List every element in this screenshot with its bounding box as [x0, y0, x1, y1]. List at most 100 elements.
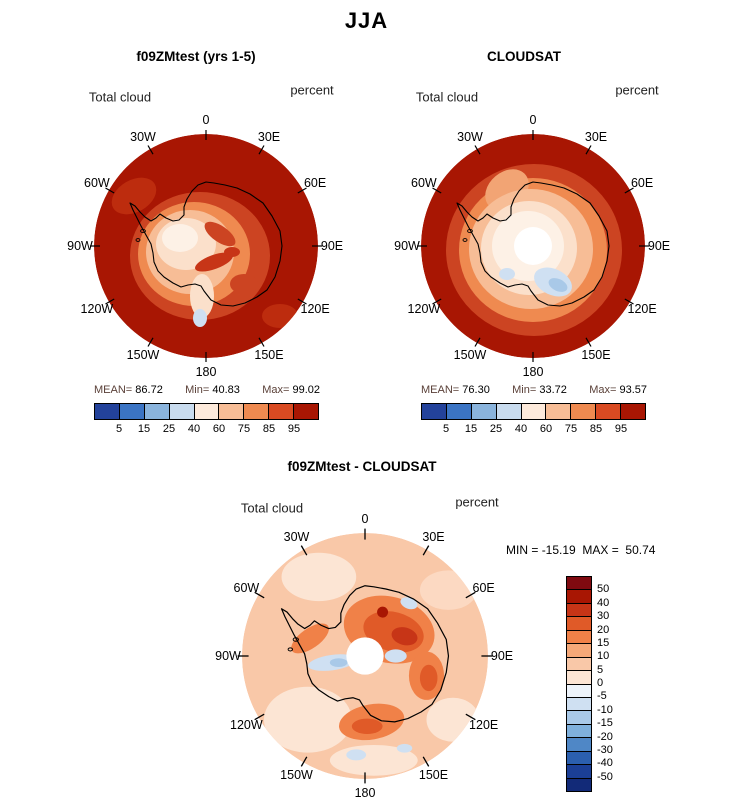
colorbar-cells — [94, 403, 319, 420]
cloudsat-units-label: percent — [615, 82, 659, 98]
map-edge-ticks — [90, 130, 322, 362]
cloudsat-stats: MEAN= 76.30 Min= 33.72 Max= 93.57 — [421, 384, 647, 396]
cloudsat-panel-title: CLOUDSAT — [487, 49, 561, 64]
max-stat: Max= 99.02 — [262, 384, 320, 396]
diff-colorbar-cell — [567, 765, 591, 779]
diff-colorbar-label: -30 — [597, 743, 613, 756]
longitude-label-60W: 60W — [233, 580, 260, 595]
model-map: 0 30E 60E 90E 120E 150E 180 150W 120W 90W 60W 30W — [67, 113, 343, 379]
colorbar-tick-label: 85 — [262, 423, 276, 435]
map-edge-ticks — [237, 528, 493, 784]
mean-stat: MEAN= 86.72 — [94, 384, 163, 396]
longitude-label-150E: 150E — [418, 767, 449, 782]
colorbar-tick-label: 15 — [137, 423, 151, 435]
colorbar-tick-label: 95 — [287, 423, 301, 435]
longitude-label-0: 0 — [529, 113, 537, 127]
longitude-label-30W: 30W — [457, 129, 483, 144]
diff-colorbar-label: 40 — [597, 596, 610, 609]
colorbar-cell — [219, 404, 245, 419]
diff-colorbar-cell — [567, 778, 591, 791]
longitude-label-150W: 150W — [280, 767, 313, 782]
cloudsat-map: 0 30E 60E 90E 120E 150E 180 150W 120W 90W 60W 30W — [394, 113, 670, 379]
longitude-label-180: 180 — [195, 365, 217, 379]
diff-colorbar-cell — [567, 738, 591, 752]
difference-minmax: MIN = -15.19 MAX = 50.74 — [506, 543, 656, 557]
colorbar-tick-label: 25 — [162, 423, 176, 435]
difference-colorbar-labels: 50 40 30 20 15 10 5 0 -5 -10 -15 -20 -30 -40 -50 — [597, 576, 637, 790]
mean-stat: MEAN= 76.30 — [421, 384, 490, 396]
colorbar-tick-label: 60 — [539, 423, 553, 435]
longitude-label-90W: 90W — [215, 649, 241, 663]
colorbar-cell — [596, 404, 622, 419]
longitude-label-150W: 150W — [453, 348, 487, 363]
diff-colorbar-label: -50 — [597, 770, 613, 783]
colorbar-tick-label: 15 — [464, 423, 478, 435]
min-stat: Min= 33.72 — [512, 384, 567, 396]
diff-colorbar-cell — [567, 630, 591, 645]
colorbar-tick-label: 25 — [489, 423, 503, 435]
colorbar-cell — [294, 404, 319, 419]
longitude-label-180: 180 — [354, 786, 376, 798]
diff-colorbar-cell — [567, 724, 591, 739]
colorbar-cell — [144, 404, 170, 419]
min-stat: Min= 40.83 — [185, 384, 240, 396]
diff-colorbar-label: -5 — [597, 690, 607, 703]
diff-colorbar-cell — [567, 711, 591, 725]
colorbar-tick-label: 85 — [589, 423, 603, 435]
longitude-label-150E: 150E — [581, 348, 611, 363]
colorbar-cell — [269, 404, 295, 419]
diff-colorbar-label: 15 — [597, 636, 610, 649]
diff-colorbar-cell — [567, 684, 591, 698]
difference-units-label: percent — [455, 494, 499, 510]
diff-colorbar-label: 5 — [597, 663, 604, 676]
antarctica-coastline — [456, 181, 610, 307]
diff-colorbar-label: 50 — [597, 583, 610, 596]
cloud-fraction-colorbar: 5 15 25 40 60 75 85 95 — [94, 403, 319, 436]
cloudsat-map-plot — [417, 130, 649, 362]
diff-colorbar-label: -10 — [597, 703, 613, 716]
diff-colorbar-label: -40 — [597, 757, 613, 770]
model-stats: MEAN= 86.72 Min= 40.83 Max= 99.02 — [94, 384, 320, 396]
colorbar-cell — [496, 404, 522, 419]
diff-colorbar-label: 0 — [597, 677, 604, 689]
longitude-label-90E: 90E — [320, 239, 344, 253]
longitude-label-60E: 60E — [472, 580, 495, 595]
colorbar-tick-label: 40 — [514, 423, 528, 435]
difference-map-plot — [237, 528, 493, 784]
longitude-label-120E: 120E — [300, 302, 330, 316]
longitude-label-90W: 90W — [394, 239, 420, 253]
colorbar-cell — [119, 404, 145, 419]
model-variable-label: Total cloud — [88, 89, 152, 105]
colorbar-ticks: 5 15 25 40 60 75 85 95 — [94, 423, 319, 436]
colorbar-cell — [621, 404, 646, 419]
colorbar-cell — [194, 404, 220, 419]
colorbar-tick-label: 75 — [237, 423, 251, 435]
longitude-label-180: 180 — [522, 365, 544, 379]
longitude-label-0: 0 — [202, 113, 210, 127]
map-edge-ticks — [417, 130, 649, 362]
longitude-label-0: 0 — [361, 512, 369, 526]
model-units-label: percent — [290, 82, 334, 98]
diff-colorbar-label: 10 — [597, 650, 610, 663]
model-panel-title: f09ZMtest (yrs 1-5) — [136, 49, 256, 64]
longitude-label-60E: 60E — [303, 176, 327, 190]
colorbar-cell — [546, 404, 572, 419]
longitude-label-60E: 60E — [630, 176, 654, 190]
longitude-label-150W: 150W — [126, 348, 160, 363]
colorbar-cell — [471, 404, 497, 419]
diff-colorbar-cell — [567, 697, 591, 712]
colorbar-cell — [95, 404, 120, 419]
longitude-label-120W: 120W — [80, 302, 114, 316]
model-map-plot — [90, 130, 322, 362]
antarctica-coastline — [280, 585, 450, 723]
difference-colorbar — [566, 576, 592, 792]
longitude-label-30E: 30E — [584, 129, 608, 144]
longitude-label-60W: 60W — [84, 176, 110, 190]
colorbar-tick-label: 95 — [614, 423, 628, 435]
longitude-label-120W: 120W — [407, 302, 441, 316]
colorbar-tick-label: 5 — [115, 423, 123, 435]
diff-colorbar-cell — [567, 671, 591, 685]
colorbar-cell — [446, 404, 472, 419]
diff-colorbar-label: -20 — [597, 730, 613, 743]
colorbar-cell — [244, 404, 270, 419]
